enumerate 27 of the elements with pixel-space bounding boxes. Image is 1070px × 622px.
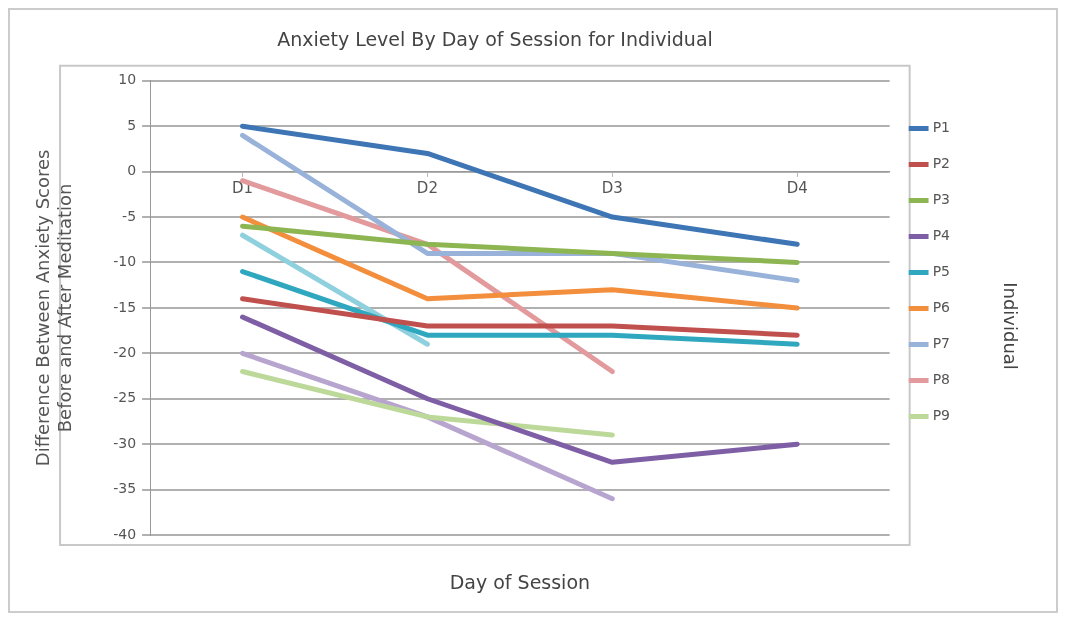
legend-label: P1 [932, 119, 951, 136]
x-axis-title: Day of Session [449, 571, 591, 594]
y-tick-label: 5 [127, 116, 137, 133]
x-tick-label: D2 [416, 178, 438, 197]
x-tick-label: D3 [601, 178, 623, 197]
y-tick-label: -30 [113, 434, 137, 451]
y-axis-title: Difference Between Anxiety Scores Before and After Meditation [32, 149, 76, 467]
legend-label: P5 [932, 263, 951, 280]
legend-label: P7 [932, 335, 951, 352]
y-tick-label: -15 [113, 298, 137, 315]
y-tick-label: -20 [113, 343, 137, 360]
y-tick-label: -10 [113, 253, 137, 270]
y-tick-label: -25 [113, 389, 137, 406]
legend-label: P2 [932, 155, 951, 172]
legend-label: P4 [932, 227, 951, 244]
y-tick-label: -5 [122, 207, 137, 224]
legend-label: P8 [932, 371, 951, 388]
y-tick-label: -40 [113, 525, 137, 542]
legend-label: P9 [932, 407, 951, 424]
legend-label: P6 [932, 299, 951, 316]
legend-label: P3 [932, 191, 951, 208]
y-tick-label: 0 [127, 162, 137, 179]
legend-title: Individual [999, 282, 1021, 370]
x-tick-label: D4 [786, 178, 808, 197]
y-tick-label: 10 [118, 71, 137, 88]
chart-title: Anxiety Level By Day of Session for Individual [277, 28, 713, 51]
y-tick-label: -35 [113, 480, 137, 497]
